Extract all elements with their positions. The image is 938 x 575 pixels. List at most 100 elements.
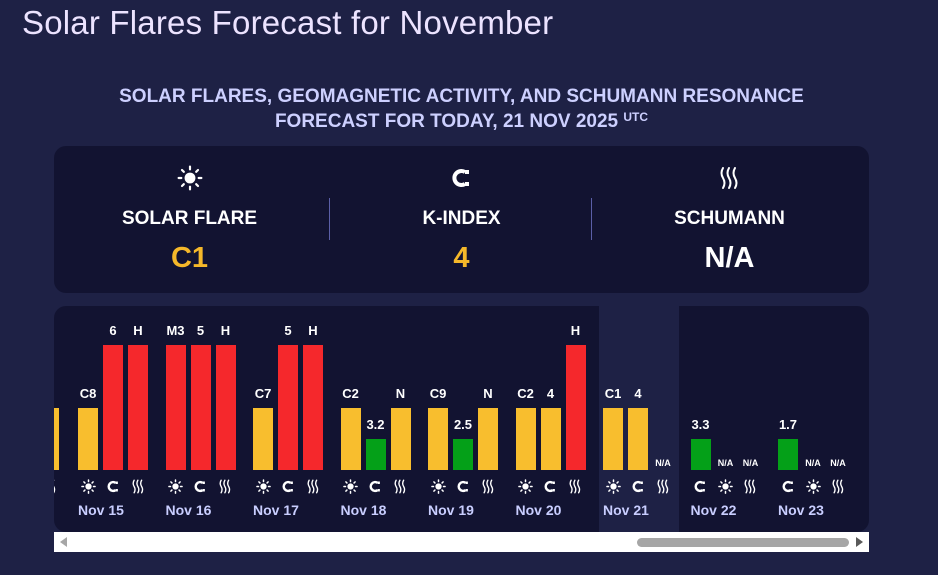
sun-icon (603, 478, 623, 494)
magnet-icon (778, 478, 798, 494)
magnet-icon (366, 478, 386, 494)
sun-icon (803, 478, 823, 494)
chart-bar (165, 345, 186, 470)
magnet-icon (191, 478, 211, 494)
chart-bar (128, 345, 148, 470)
bar-value-label: 4 (546, 386, 555, 401)
sun-icon (253, 478, 273, 494)
scroll-right-arrow-icon[interactable] (856, 537, 863, 547)
magnet-icon (278, 478, 298, 494)
chart-bar (54, 408, 59, 470)
chart-bar (215, 345, 236, 470)
k-index-summary: K-INDEX 4 (326, 146, 597, 293)
waves-icon (594, 166, 865, 190)
day-label: Nov 16 (165, 502, 212, 518)
bar-value-label: 5 (284, 323, 292, 338)
sun-icon (166, 478, 186, 494)
bar-value-label: N/A (655, 458, 671, 468)
subtitle-line-2: FORECAST FOR TODAY, 21 NOV 2025 UTC (54, 109, 869, 134)
day-label: Nov 18 (340, 502, 387, 518)
bar-value-label: N (395, 386, 406, 401)
bar-value-label: N/A (742, 458, 759, 468)
chart-bar (690, 439, 711, 470)
bar-value-label: 5 (196, 323, 205, 338)
magnet-icon (691, 478, 711, 494)
waves-icon (478, 478, 498, 494)
sun-icon (54, 165, 325, 191)
day-label: Nov 22 (690, 502, 737, 518)
day-label: Nov 20 (515, 502, 562, 518)
magnet-icon (326, 166, 597, 190)
chart-bar (478, 408, 498, 470)
magnet-icon (453, 478, 473, 494)
chart-bar (253, 408, 273, 470)
bar-value-label: C1 (604, 386, 622, 401)
waves-icon (54, 478, 60, 494)
bar-value-label: 3.2 (366, 417, 385, 432)
chart-bar (628, 408, 648, 470)
bar-value-label: H (220, 323, 231, 338)
solar-flare-label: SOLAR FLARE (121, 208, 258, 229)
chart-bar (778, 439, 798, 470)
day-label: Nov 17 (253, 502, 299, 518)
waves-icon (653, 478, 673, 494)
chart-bar (303, 345, 323, 470)
bar-value-label: 3.3 (691, 417, 710, 432)
chart-bar (78, 408, 98, 470)
chart-bar (540, 408, 561, 470)
summary-divider (591, 198, 592, 240)
magnet-icon (541, 478, 561, 494)
sun-icon (516, 478, 536, 494)
bar-value-label: C9 (429, 386, 447, 401)
subtitle-date-text: FORECAST FOR TODAY, 21 NOV 2025 (274, 111, 619, 132)
subtitle-line-1: SOLAR FLARES, GEOMAGNETIC ACTIVITY, AND … (119, 86, 804, 107)
bar-value-label: C7 (254, 386, 272, 401)
bar-value-label: N/A (805, 458, 821, 468)
waves-icon (216, 478, 236, 494)
waves-icon (128, 478, 148, 494)
schumann-summary: SCHUMANN N/A (594, 146, 865, 293)
summary-divider (329, 198, 330, 240)
magnet-icon (628, 478, 648, 494)
day-label: Nov 21 (603, 502, 649, 518)
solar-flare-summary: SOLAR FLARE C1 (54, 146, 325, 293)
day-label: Nov 19 (428, 502, 474, 518)
waves-icon (741, 478, 761, 494)
bar-value-label: C2 (517, 386, 534, 401)
magnet-icon (103, 478, 123, 494)
sun-icon (341, 478, 361, 494)
bar-value-label: 6 (109, 323, 117, 338)
scroll-left-arrow-icon[interactable] (60, 537, 67, 547)
sun-icon (78, 478, 98, 494)
bar-value-label: M3 (166, 323, 185, 338)
schumann-label: SCHUMANN (674, 208, 785, 229)
solar-flare-value: C1 (170, 242, 209, 274)
waves-icon (828, 478, 848, 494)
bar-value-label: N/A (717, 458, 734, 468)
forecast-bar-chart[interactable]: C8 6 H Nov 15 M3 5 H Nov 16 C7 5 H Nov 17 C2 3.2 N Nov … (54, 306, 869, 532)
waves-icon (566, 478, 586, 494)
chart-bar (278, 345, 298, 470)
horizontal-scrollbar[interactable] (54, 532, 869, 552)
chart-bar (515, 408, 536, 470)
bar-value-label: C2 (342, 386, 359, 401)
day-label: Nov 23 (778, 502, 824, 518)
sun-icon (716, 478, 736, 494)
day-label: Nov 15 (78, 502, 124, 518)
k-index-label: K-INDEX (422, 208, 501, 229)
page-title: Solar Flares Forecast for November (22, 4, 554, 41)
bar-value-label: C8 (79, 386, 97, 401)
chart-bar (453, 439, 473, 470)
bar-value-label: H (133, 323, 143, 338)
waves-icon (303, 478, 323, 494)
chart-bar (103, 345, 123, 470)
schumann-value: N/A (704, 242, 755, 274)
scroll-thumb[interactable] (637, 538, 849, 547)
bar-value-label: N (483, 386, 493, 401)
chart-bar (365, 439, 386, 470)
bar-value-label: H (570, 323, 581, 338)
chart-bar (390, 408, 411, 470)
waves-icon (391, 478, 411, 494)
bar-value-label: 4 (634, 386, 642, 401)
chart-bar (340, 408, 361, 470)
